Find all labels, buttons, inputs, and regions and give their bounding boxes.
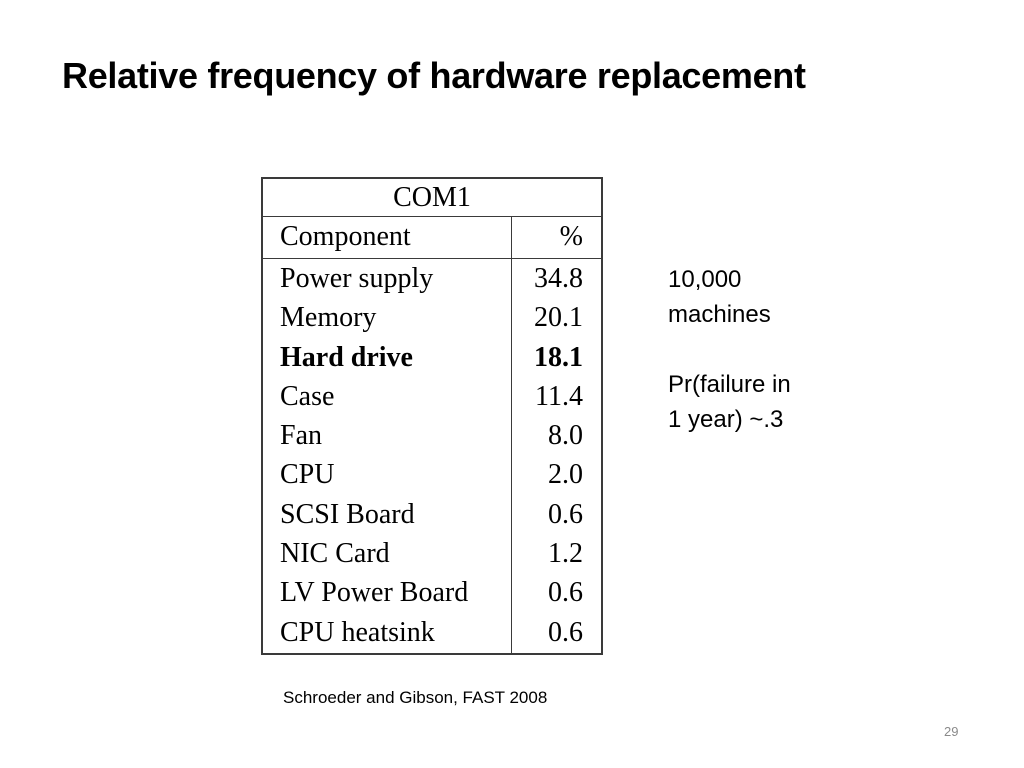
row-percent: 2.0 [548,459,583,491]
table-row: CPU 2.0 [263,455,601,494]
row-percent: 34.8 [534,263,583,294]
table-row: Power supply 34.8 [263,259,601,298]
table-row-highlighted: Hard drive 18.1 [263,338,601,377]
row-component: Case [280,380,335,412]
machines-label: machines [668,301,771,328]
table-row: Memory 20.1 [263,298,601,337]
replacement-table: COM1 Component % Power supply 34.8 Memor… [261,177,603,655]
table-row: LV Power Board 0.6 [263,573,601,612]
header-component: Component [280,221,411,252]
row-component: Power supply [280,263,434,294]
row-percent: 0.6 [548,616,583,648]
notes-spacer [668,332,791,367]
failure-probability-line2: 1 year) ~.3 [668,406,784,433]
row-percent: 8.0 [548,420,583,452]
row-component: SCSI Board [280,498,415,530]
table-row: Fan 8.0 [263,416,601,455]
citation: Schroeder and Gibson, FAST 2008 [283,688,548,707]
row-component: CPU heatsink [280,616,435,648]
row-component: LV Power Board [280,577,469,609]
row-percent: 18.1 [534,341,583,373]
table-row: SCSI Board 0.6 [263,495,601,534]
failure-probability-line1: Pr(failure in [668,371,791,398]
row-percent: 0.6 [548,498,583,530]
row-percent: 20.1 [534,302,583,334]
machines-count: 10,000 [668,266,742,293]
table-row: NIC Card 1.2 [263,534,601,573]
column-divider [511,217,512,653]
header-percent: % [559,221,583,252]
row-component: Memory [280,302,377,334]
table-body: Power supply 34.8 Memory 20.1 Hard drive… [263,259,601,652]
table-caption: COM1 [263,179,601,217]
table-row: Case 11.4 [263,377,601,416]
side-notes: 10,000 machines Pr(failure in 1 year) ~.… [668,262,791,437]
row-percent: 0.6 [548,577,583,609]
row-component: CPU [280,459,335,491]
row-component: Hard drive [280,341,413,373]
table-header-row: Component % [263,217,601,259]
row-component: NIC Card [280,538,390,570]
slide-title: Relative frequency of hardware replaceme… [62,55,806,96]
page-number: 29 [944,724,959,739]
row-percent: 11.4 [535,380,583,412]
table-row: CPU heatsink 0.6 [263,613,601,652]
row-percent: 1.2 [548,538,583,570]
row-component: Fan [280,420,322,452]
